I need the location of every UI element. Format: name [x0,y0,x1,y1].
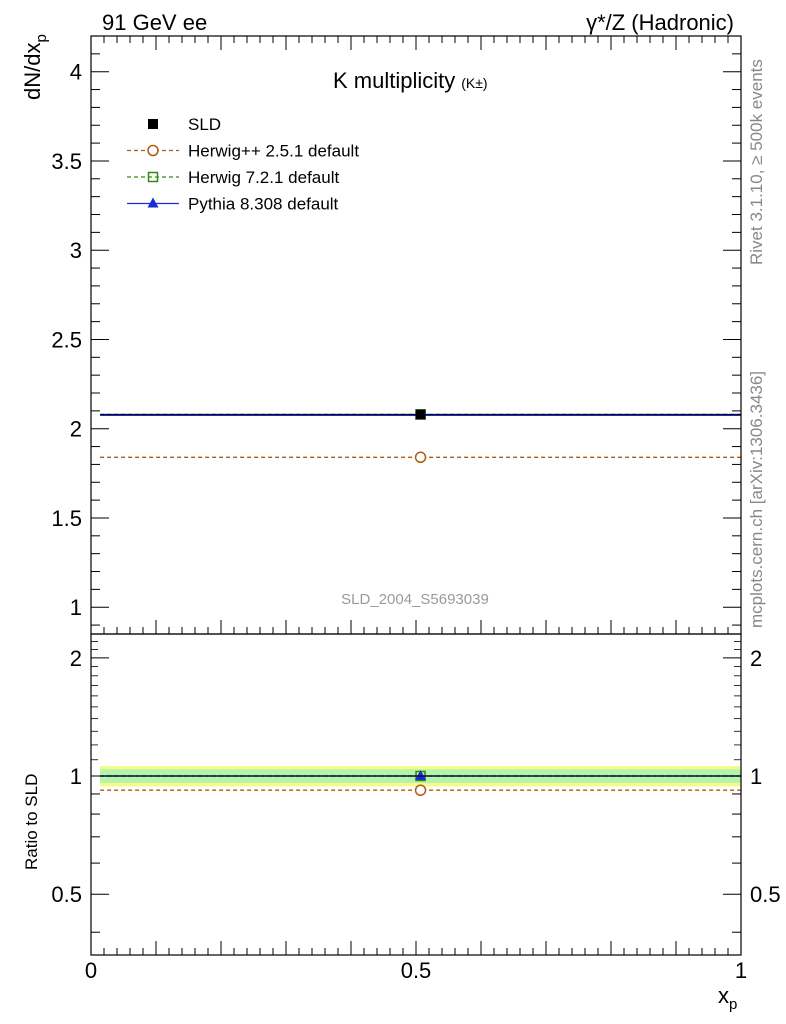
y-tick-label: 2 [70,417,82,442]
legend-marker-pythia-8-308-default [147,197,159,208]
data-point-sld [415,409,426,420]
legend-marker-sld [148,119,158,129]
y-tick-label: 3.5 [51,149,82,174]
ratio-tick-label-right: 0.5 [750,882,781,907]
legend-label-herwig-7-2-1-default: Herwig 7.2.1 default [188,168,339,187]
y-axis-label: dN/dxp [20,34,50,100]
series-herwig-2-5-1-default [100,451,741,796]
ratio-point-pythia-8-308-default [415,770,427,781]
y-axis-label-main: dN/dx [20,43,45,100]
ratio-tick-label: 2 [70,646,82,671]
chart-title-suffix: (K±) [461,75,487,91]
legend-item-herwig-7-2-1-default: Herwig 7.2.1 default [127,168,339,187]
x-tick-label: 0 [85,958,97,983]
ratio-axis-label: Ratio to SLD [22,774,41,870]
ratio-tick-label: 1 [70,764,82,789]
ratio-plot-frame [90,633,742,956]
y-axis-label-sub: p [33,34,50,42]
chart-title-main: K multiplicity [333,68,455,93]
mcplots-reference-label: mcplots.cern.ch [arXiv:1306.3436] [747,371,766,628]
analysis-id-label: SLD_2004_S5693039 [341,591,489,608]
header-right: γ*/Z (Hadronic) [586,10,734,35]
x-axis-label-main: x [718,983,729,1008]
ratio-tick-label-right: 1 [750,764,762,789]
axes-layer: 0 0.5 1 1 1.5 2 2.5 3 3.5 4 0.5 0.5 1 1 2 2 [51,35,781,983]
legend-label-pythia-8-308-default: Pythia 8.308 default [188,195,339,214]
chart-title: K multiplicity (K±) [333,68,488,93]
y-tick-label: 2.5 [51,327,82,352]
series-sld [100,409,741,777]
x-tick-label: 0.5 [401,958,432,983]
ratio-point-herwig-2-5-1-default [414,784,427,796]
legend-marker-herwig-7-2-1-default [147,171,159,183]
legend-label-sld: SLD [188,115,221,134]
legend-item-sld: SLD [148,115,221,134]
header-left: 91 GeV ee [102,10,207,35]
y-tick-label: 1 [70,595,82,620]
x-axis-label-sub: p [729,996,737,1013]
ratio-tick-label: 0.5 [51,882,82,907]
legend-item-pythia-8-308-default: Pythia 8.308 default [127,195,339,214]
y-tick-label: 4 [70,60,82,85]
legend-marker-herwig-2-5-1-default [147,144,159,157]
rivet-version-label: Rivet 3.1.10, ≥ 500k events [747,59,766,265]
series-layer [100,409,741,796]
y-tick-label: 1.5 [51,506,82,531]
x-tick-label: 1 [735,958,747,983]
data-point-herwig-2-5-1-default [414,451,427,464]
legend-label-herwig-2-5-1-default: Herwig++ 2.5.1 default [188,142,359,161]
y-tick-label: 3 [70,238,82,263]
legend-item-herwig-2-5-1-default: Herwig++ 2.5.1 default [127,142,359,161]
ratio-tick-label-right: 2 [750,646,762,671]
legend: SLD Herwig++ 2.5.1 default Herwig 7.2.1 de… [127,115,359,214]
x-axis-label: xp [718,983,737,1013]
